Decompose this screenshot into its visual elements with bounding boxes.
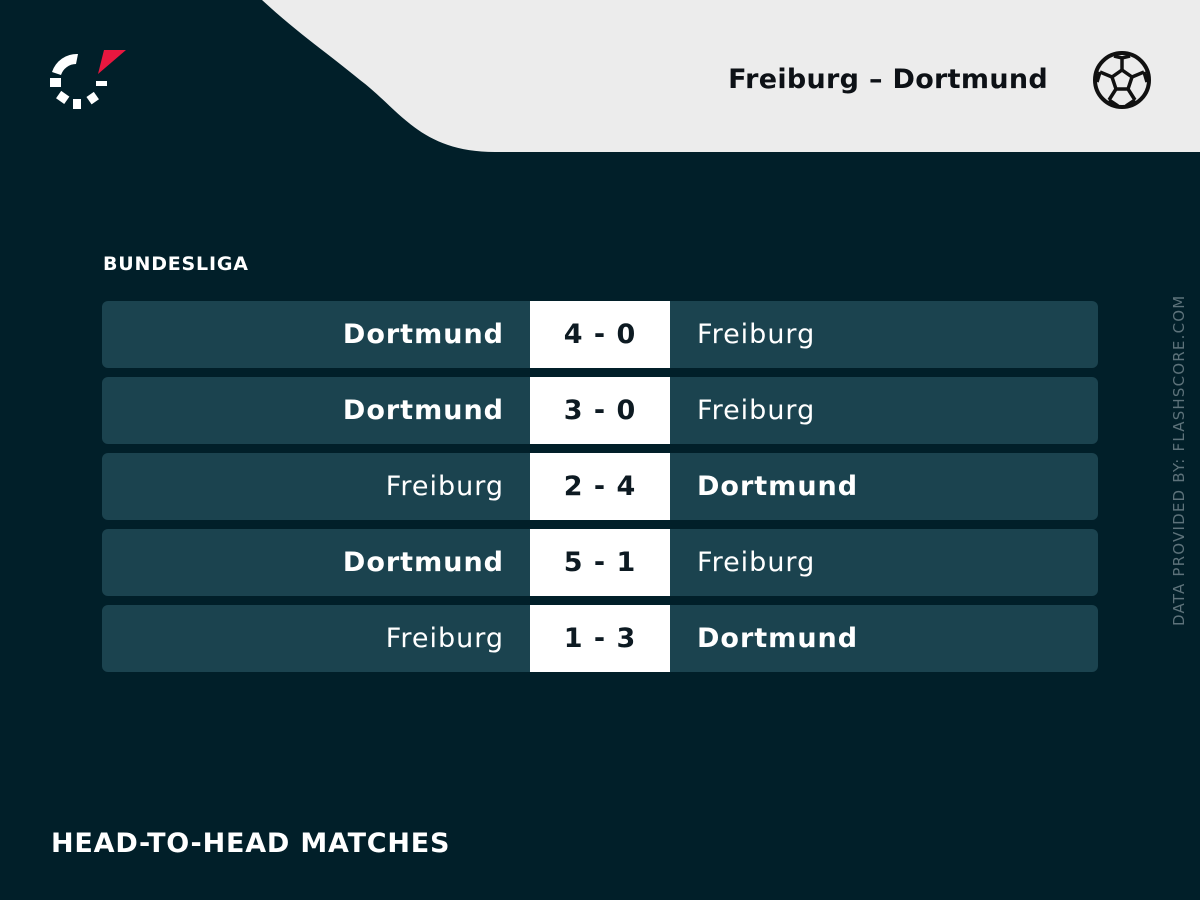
football-icon	[1093, 51, 1151, 109]
away-team: Freiburg	[697, 547, 816, 578]
home-team: Freiburg	[385, 471, 504, 502]
match-row: Freiburg 2 - 4 Dortmund	[102, 453, 1098, 520]
home-team: Dortmund	[342, 395, 504, 426]
home-team: Freiburg	[385, 623, 504, 654]
competition-label: BUNDESLIGA	[103, 253, 249, 275]
away-team: Freiburg	[697, 319, 816, 350]
match-list: Dortmund 4 - 0 Freiburg Dortmund 3 - 0 Fr…	[102, 301, 1098, 681]
score: 4 - 0	[530, 301, 670, 368]
match-row: Dortmund 4 - 0 Freiburg	[102, 301, 1098, 368]
home-team: Dortmund	[342, 547, 504, 578]
away-team: Dortmund	[697, 623, 859, 654]
data-credit: DATA PROVIDED BY: FLASHSCORE.COM	[1170, 294, 1188, 626]
score: 3 - 0	[530, 377, 670, 444]
match-row: Freiburg 1 - 3 Dortmund	[102, 605, 1098, 672]
score: 5 - 1	[530, 529, 670, 596]
match-title: Freiburg – Dortmund	[728, 64, 1048, 95]
away-team: Dortmund	[697, 471, 859, 502]
page-title: HEAD-TO-HEAD MATCHES	[51, 828, 451, 859]
header-banner	[262, 0, 1200, 152]
score: 2 - 4	[530, 453, 670, 520]
flashscore-logo	[50, 50, 126, 109]
score: 1 - 3	[530, 605, 670, 672]
away-team: Freiburg	[697, 395, 816, 426]
match-row: Dortmund 3 - 0 Freiburg	[102, 377, 1098, 444]
match-row: Dortmund 5 - 1 Freiburg	[102, 529, 1098, 596]
home-team: Dortmund	[342, 319, 504, 350]
